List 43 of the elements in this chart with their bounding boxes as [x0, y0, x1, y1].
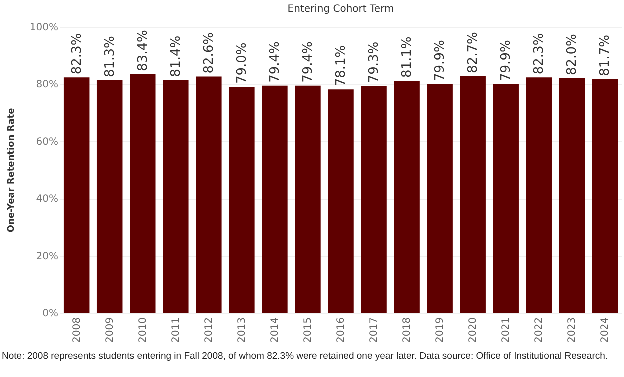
data-label: 81.1%: [400, 36, 416, 78]
chart-title: Entering Cohort Term: [288, 4, 394, 15]
data-label: 81.7%: [598, 35, 614, 76]
x-tick-label: 2010: [138, 318, 149, 343]
data-label: 82.7%: [466, 32, 482, 74]
data-label: 83.4%: [136, 30, 151, 72]
data-label: 79.4%: [268, 42, 283, 83]
y-tick-label: 20%: [36, 251, 58, 262]
y-tick-label: 80%: [36, 80, 58, 91]
data-label: 82.0%: [565, 34, 580, 76]
x-tick-label: 2023: [567, 318, 578, 343]
data-label: 81.4%: [168, 36, 184, 78]
x-tick-label: 2016: [336, 318, 347, 343]
data-label: 81.3%: [102, 36, 118, 78]
data-label: 79.3%: [367, 42, 382, 84]
y-tick-label: 100%: [30, 22, 58, 34]
x-tick-label: 2017: [369, 318, 380, 343]
data-label: 82.3%: [532, 33, 548, 75]
x-tick-label: 2015: [302, 318, 314, 343]
data-label: 78.1%: [334, 45, 349, 87]
data-label: 82.6%: [202, 32, 217, 74]
x-tick-label: 2008: [72, 318, 83, 343]
x-tick-label: 2024: [600, 318, 612, 343]
x-tick-label: 2020: [468, 318, 480, 343]
x-tick-label: 2013: [236, 318, 248, 343]
y-axis-title: One-Year Retention Rate: [6, 108, 17, 233]
text: Note: 2008 represents students entering in Fall 2008, of whom 82.3% were retained one year later. Data source: Office of Institutional Research.: [2, 351, 610, 362]
x-tick-label: 2009: [104, 318, 116, 343]
x-tick-label: 2021: [501, 318, 512, 343]
data-label: 79.4%: [300, 42, 316, 83]
data-label: 82.3%: [70, 33, 85, 75]
data-label: 79.9%: [433, 40, 448, 82]
x-tick-label: 2019: [435, 318, 446, 343]
x-tick-label: 2022: [534, 318, 546, 343]
x-tick-label: 2012: [204, 318, 215, 343]
y-tick-label: 0%: [42, 308, 58, 320]
x-tick-label: 2018: [402, 318, 414, 343]
data-label: 79.9%: [499, 40, 514, 82]
data-label: 79.0%: [234, 42, 250, 84]
y-tick-label: 40%: [36, 194, 58, 206]
x-tick-label: 2014: [270, 318, 281, 343]
x-tick-label: 2011: [170, 318, 182, 343]
y-tick-label: 60%: [36, 136, 58, 148]
